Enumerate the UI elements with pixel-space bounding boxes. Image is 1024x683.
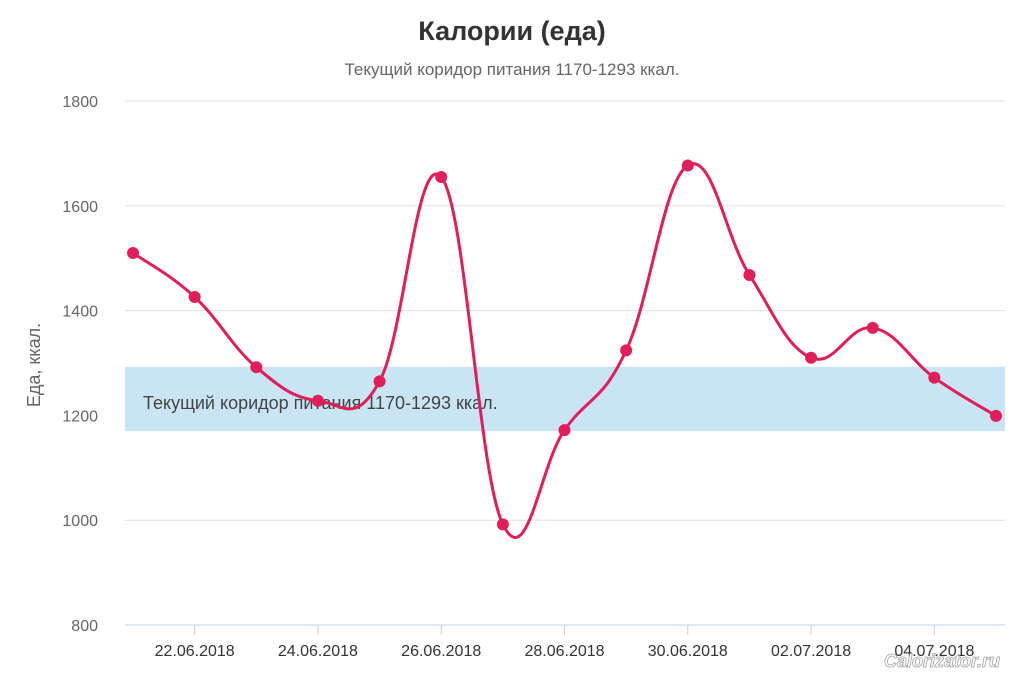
x-tick-label: 22.06.2018 (155, 643, 235, 660)
y-tick-label: 800 (71, 618, 98, 635)
data-point-26.06.2018[interactable] (435, 170, 448, 183)
data-point-05.07.2018[interactable] (990, 409, 1002, 422)
data-point-22.06.2018[interactable] (188, 290, 201, 303)
y-tick-label: 1800 (62, 94, 98, 111)
data-point-01.07.2018[interactable] (743, 268, 756, 281)
x-tick-label: 04.07.2018 (894, 643, 974, 660)
series-calories (127, 159, 1002, 539)
data-point-25.06.2018[interactable] (373, 375, 386, 388)
data-point-27.06.2018[interactable] (496, 518, 509, 531)
x-axis-ticks: 22.06.2018 24.06.2018 26.06.2018 28.06.2018… (155, 625, 974, 660)
x-tick-label: 24.06.2018 (278, 643, 358, 660)
data-point-30.06.2018[interactable] (681, 159, 694, 172)
data-point-21.06.2018[interactable] (127, 246, 139, 259)
data-point-24.06.2018[interactable] (311, 394, 324, 407)
nutrition-band (125, 366, 1005, 432)
data-point-23.06.2018[interactable] (250, 361, 263, 374)
x-tick-label: 30.06.2018 (648, 643, 728, 660)
chart-title: Калории (еда) (418, 16, 605, 46)
x-tick-label: 02.07.2018 (771, 643, 851, 660)
watermark-logo: Calorizator.ru (884, 651, 1000, 671)
y-tick-label: 1200 (62, 408, 98, 425)
data-point-04.07.2018[interactable] (928, 371, 941, 384)
data-point-29.06.2018[interactable] (620, 344, 633, 357)
y-tick-label: 1400 (62, 304, 98, 321)
y-axis-ticks: 800 1000 1200 1400 1600 1800 (62, 94, 98, 635)
x-tick-label: 26.06.2018 (401, 643, 481, 660)
data-point-28.06.2018[interactable] (558, 424, 571, 437)
y-axis-label: Еда, ккал. (24, 323, 44, 407)
data-point-03.07.2018[interactable] (866, 321, 879, 334)
chart-subtitle: Текущий коридор питания 1170-1293 ккал. (345, 60, 680, 79)
data-point-02.07.2018[interactable] (805, 351, 818, 364)
y-tick-label: 1600 (62, 199, 98, 216)
x-tick-label: 28.06.2018 (524, 643, 604, 660)
series-line (131, 162, 998, 539)
y-tick-label: 1000 (62, 513, 98, 530)
